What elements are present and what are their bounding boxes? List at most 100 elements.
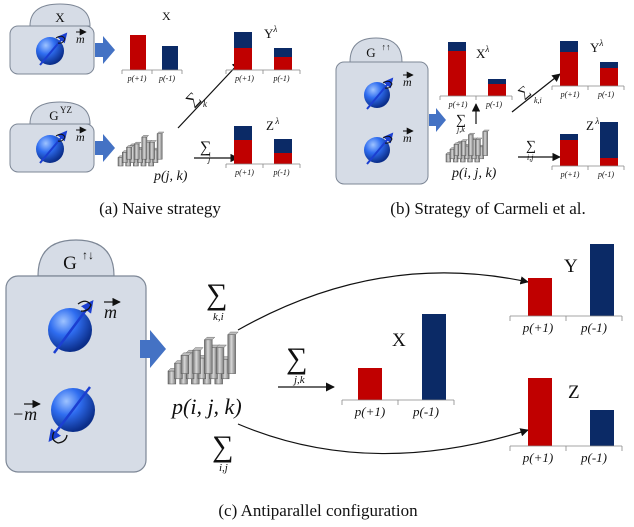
histogram-bar-top [141, 135, 150, 138]
histogram-bar-top [215, 344, 227, 348]
bar-minus-outcome [162, 46, 178, 70]
p-minus-label: p(-1) [485, 100, 502, 109]
bar-minus-outcome [600, 62, 618, 68]
device-guu: G ↑↑ m m [335, 37, 429, 185]
outcome-chart: p(+1) p(-1) Z λ [551, 116, 625, 179]
p-minus-label: p(-1) [597, 170, 614, 179]
sum-index: j,k [456, 125, 465, 134]
chart-title: Z [266, 118, 274, 133]
sum-index: j [207, 154, 211, 164]
p-minus-label: p(-1) [158, 74, 175, 83]
bar-plus-outcome [358, 368, 382, 400]
sum-index: k,i [213, 311, 224, 323]
histogram-3d-icon [117, 131, 165, 167]
bar-plus-outcome [528, 278, 552, 316]
moment-label: m [104, 302, 117, 322]
outcome-chart: p(+1) p(-1) Z [509, 378, 623, 465]
bar-minus-outcome [234, 32, 252, 48]
outcome-chart: p(+1) p(-1) Z λ [225, 116, 301, 177]
device-x: X m [9, 3, 95, 75]
histogram-bar [192, 349, 201, 374]
p-plus-label: p(+1) [127, 74, 147, 83]
p-plus-label: p(+1) [234, 168, 254, 177]
sum-index: i,j [527, 153, 534, 162]
bar-plus-outcome [560, 52, 578, 86]
bar-minus-outcome [274, 139, 292, 153]
bar-plus-outcome [600, 68, 618, 86]
histogram-bar [133, 143, 140, 160]
sum-index: k [203, 99, 208, 109]
chart-title: Y [564, 256, 578, 277]
sum-symbol: ∑ [286, 342, 307, 375]
outcome-chart: p(+1) p(-1) Y λ [551, 38, 625, 99]
bar-minus-outcome [560, 41, 578, 52]
histogram-bar [126, 147, 132, 160]
device-label: G [63, 253, 77, 274]
sum-symbol: ∑ [456, 113, 466, 128]
bar-plus-outcome [130, 35, 146, 70]
bar-plus-outcome [274, 153, 292, 164]
histogram-bar [215, 347, 225, 374]
chart-title-sup: λ [274, 116, 279, 126]
bar-plus-outcome [448, 51, 466, 96]
chart-title: X [162, 9, 171, 23]
chart-title: X [392, 330, 406, 351]
moment-label: m [76, 32, 85, 46]
histogram-bar [141, 136, 148, 160]
histogram-bar [149, 141, 155, 160]
outcome-chart: p(+1) p(-1) X λ [439, 42, 513, 109]
p-minus-label: p(-1) [273, 168, 290, 177]
dist-label: p(j, k) [153, 169, 188, 184]
device-gyz-sup: YZ [60, 105, 72, 115]
moment-label: m [76, 130, 85, 144]
p-plus-label: p(+1) [354, 404, 385, 419]
histogram-bar-top [148, 140, 157, 143]
sum-symbol: ∑ [526, 139, 536, 154]
sum-index: k,i [534, 96, 542, 105]
arrow-right-icon [429, 108, 446, 132]
bar-plus-outcome [274, 57, 292, 70]
dist-label: p(i, j, k) [451, 166, 497, 181]
histogram-bar [180, 355, 190, 374]
chart-title-sup: λ [594, 116, 599, 126]
chart-title: Y [590, 40, 600, 55]
caption-c: (c) Antiparallel configuration [218, 501, 418, 520]
histogram-bar [482, 131, 488, 156]
arrow-right-icon [140, 330, 166, 368]
chart-title-sup: λ [272, 24, 277, 34]
histogram-3d-icon [445, 129, 490, 163]
bar-plus-outcome [528, 378, 552, 446]
sum-symbol: ∑ [516, 83, 533, 101]
bar-minus-outcome [234, 126, 252, 140]
histogram-bar [156, 133, 163, 160]
bar-minus-outcome [560, 134, 578, 140]
caption-a: (a) Naive strategy [99, 199, 221, 218]
histogram-bar-top [460, 139, 469, 142]
histogram-bar-top [126, 145, 134, 148]
bar-minus-outcome [590, 244, 614, 316]
bar-plus-outcome [234, 48, 252, 70]
chart-title: X [476, 46, 486, 61]
p-plus-label: p(+1) [522, 320, 553, 335]
p-plus-label: p(+1) [560, 170, 580, 179]
outcome-chart: p(+1) p(-1) X [121, 9, 183, 83]
histogram-bar-top [180, 352, 192, 356]
chart-title-sup: λ [598, 38, 603, 48]
arrow-right-icon [95, 134, 115, 162]
outcome-chart: p(+1) p(-1) Y [509, 244, 623, 335]
p-minus-label: p(-1) [580, 320, 607, 335]
histogram-bar-top [482, 129, 490, 132]
histogram-bar-top [203, 337, 216, 340]
bar-minus-outcome [448, 42, 466, 51]
chart-title-sup: λ [484, 44, 489, 54]
p-plus-label: p(+1) [560, 90, 580, 99]
sum-symbol: ∑ [200, 139, 211, 156]
device-sup: ↑↓ [82, 248, 94, 262]
histogram-bar [468, 134, 474, 156]
caption-b: (b) Strategy of Carmeli et al. [390, 199, 585, 218]
chart-title: Y [264, 26, 274, 41]
panel-a: X m G YZ m p(j, k) ∑ k ∑ [9, 3, 301, 218]
histogram-bar [227, 334, 236, 374]
histogram-bar [475, 139, 481, 156]
p-minus-label: p(-1) [273, 74, 290, 83]
